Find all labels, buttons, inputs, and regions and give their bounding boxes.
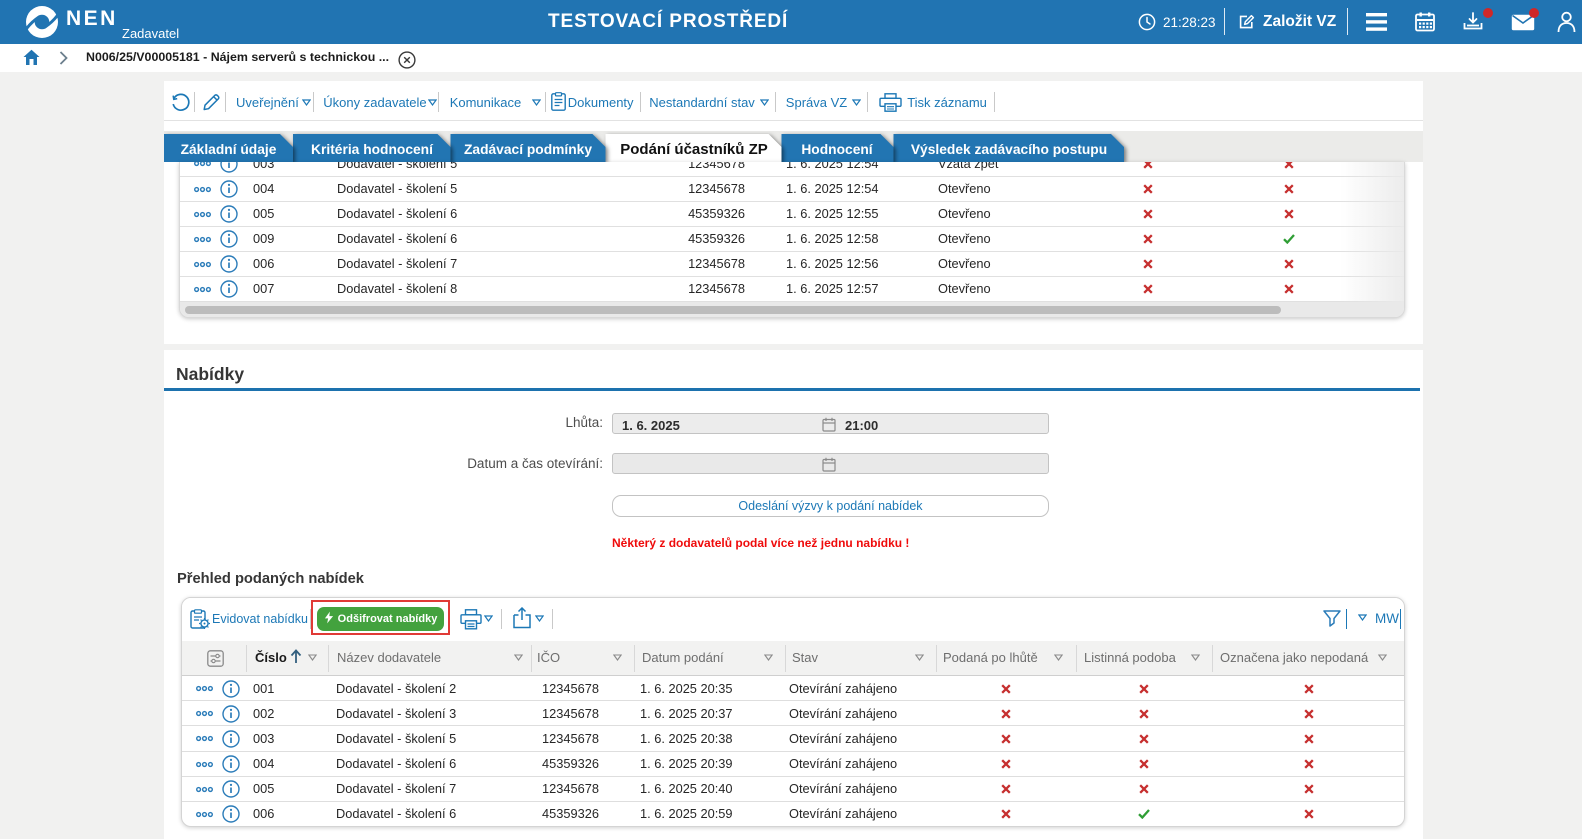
- svg-text:Základní údaje: Základní údaje: [181, 142, 277, 157]
- svg-text:Výsledek zadávacího postupu: Výsledek zadávacího postupu: [911, 142, 1107, 157]
- svg-text:Kritéria hodnocení: Kritéria hodnocení: [311, 142, 434, 157]
- svg-text:Hodnocení: Hodnocení: [801, 142, 873, 157]
- svg-text:Podání účastníků ZP: Podání účastníků ZP: [620, 141, 768, 158]
- svg-text:Zadávací podmínky: Zadávací podmínky: [464, 142, 592, 157]
